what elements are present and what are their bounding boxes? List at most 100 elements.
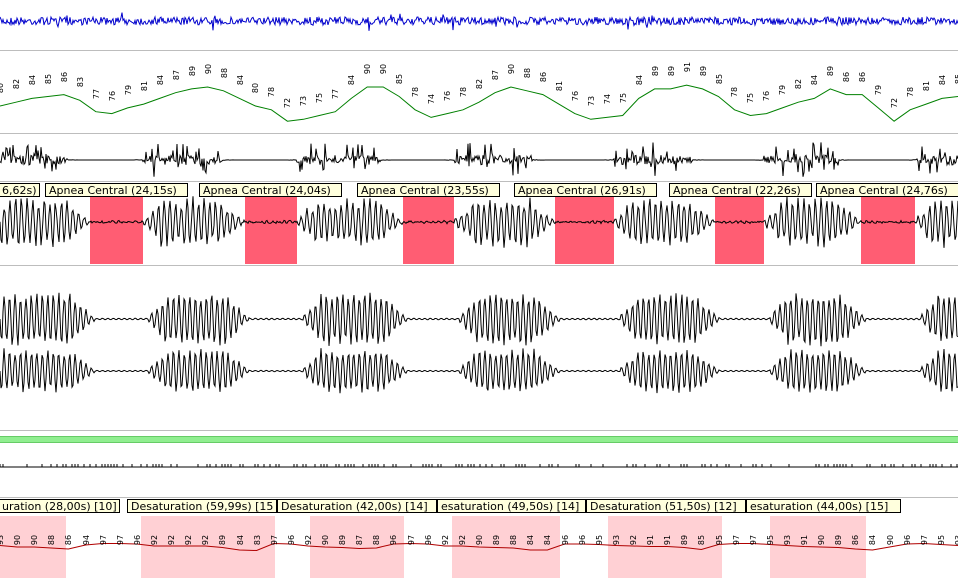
airflow-trace bbox=[0, 196, 958, 248]
apnea-region bbox=[715, 196, 764, 264]
heart-rate-value: 91 bbox=[682, 62, 692, 73]
heart-rate-value: 72 bbox=[890, 98, 900, 109]
spo2-value: 92 bbox=[201, 534, 211, 546]
heart-rate-value: 82 bbox=[12, 79, 22, 90]
heart-rate-value: 75 bbox=[618, 92, 628, 103]
spo2-value: 92 bbox=[167, 534, 177, 546]
heart-rate-value: 86 bbox=[538, 71, 548, 82]
heart-rate-value: 89 bbox=[650, 65, 660, 76]
spo2-value: 86 bbox=[64, 534, 74, 546]
leg-ticks bbox=[0, 464, 958, 467]
spo2-value: 89 bbox=[218, 534, 228, 546]
spo2-value: 95 bbox=[936, 534, 946, 546]
heart-rate-value: 88 bbox=[522, 67, 532, 78]
apnea-label[interactable]: 6,62s) bbox=[0, 183, 40, 197]
desat-label[interactable]: esaturation (44,00s) [15] bbox=[746, 499, 901, 513]
desat-region bbox=[452, 516, 560, 578]
spo2-value: 86 bbox=[851, 534, 861, 546]
spo2-value: 90 bbox=[885, 534, 895, 546]
thorax-trace bbox=[0, 292, 958, 347]
apnea-label[interactable]: Apnea Central (24,15s) bbox=[45, 183, 188, 197]
heart-rate-value: 75 bbox=[315, 92, 325, 103]
heart-rate-value: 89 bbox=[826, 65, 836, 76]
desat-label[interactable]: Desaturation (59,99s) [15 bbox=[127, 499, 277, 513]
snore-trace bbox=[0, 142, 958, 177]
heart-rate-value: 89 bbox=[698, 65, 708, 76]
apnea-label[interactable]: Apnea Central (24,04s) bbox=[199, 183, 342, 197]
spo2-value: 85 bbox=[697, 534, 707, 546]
spo2-value: 96 bbox=[902, 534, 912, 546]
spo2-trace bbox=[0, 542, 958, 552]
channel-separator bbox=[0, 181, 958, 182]
heart-rate-value: 82 bbox=[794, 79, 804, 90]
spo2-value: 96 bbox=[132, 534, 142, 546]
heart-rate-value: 78 bbox=[730, 86, 740, 97]
heart-rate-value: 86 bbox=[842, 71, 852, 82]
desat-region bbox=[141, 516, 275, 578]
spo2-value: 97 bbox=[406, 534, 416, 546]
apnea-label[interactable]: Apnea Central (26,91s) bbox=[514, 183, 657, 197]
desat-label[interactable]: Desaturation (42,00s) [14] bbox=[277, 499, 437, 513]
heart-rate-value: 80 bbox=[0, 82, 6, 94]
heart-rate-trace bbox=[0, 84, 958, 122]
heart-rate-value: 87 bbox=[171, 69, 181, 80]
spo2-value: 87 bbox=[355, 534, 365, 546]
heart-rate-value: 77 bbox=[331, 88, 341, 99]
apnea-label[interactable]: Apnea Central (24,76s) bbox=[816, 183, 958, 197]
spo2-value: 95 bbox=[714, 534, 724, 546]
heart-rate-value: 84 bbox=[347, 75, 357, 86]
heart-rate-value: 76 bbox=[443, 90, 453, 101]
heart-rate-value: 79 bbox=[874, 84, 884, 95]
heart-rate-value: 78 bbox=[906, 86, 916, 97]
channel-separator bbox=[0, 265, 958, 266]
heart-rate-value: 72 bbox=[283, 98, 293, 109]
heart-rate-value: 89 bbox=[187, 65, 197, 76]
spo2-value: 88 bbox=[47, 534, 57, 546]
spo2-value: 93 bbox=[783, 534, 793, 546]
spo2-value: 84 bbox=[526, 534, 536, 546]
heart-rate-value: 85 bbox=[43, 73, 53, 84]
heart-rate-value: 90 bbox=[507, 63, 517, 75]
spo2-value: 97 bbox=[269, 534, 279, 546]
spo2-value: 96 bbox=[286, 534, 296, 546]
spo2-value: 88 bbox=[372, 534, 382, 546]
spo2-value: 84 bbox=[235, 534, 245, 546]
heart-rate-value: 86 bbox=[59, 71, 69, 82]
heart-rate-value: 79 bbox=[123, 84, 133, 95]
heart-rate-value: 78 bbox=[459, 86, 469, 97]
spo2-value: 91 bbox=[663, 534, 673, 546]
spo2-value: 89 bbox=[680, 534, 690, 546]
heart-rate-value: 86 bbox=[858, 71, 868, 82]
spo2-value: 93 bbox=[0, 534, 6, 546]
heart-rate-value: 80 bbox=[251, 82, 261, 94]
apnea-region bbox=[245, 196, 297, 264]
heart-rate-value: 85 bbox=[714, 73, 724, 84]
spo2-value: 94 bbox=[81, 534, 91, 546]
heart-rate-value: 77 bbox=[91, 88, 101, 99]
heart-rate-value: 84 bbox=[938, 75, 948, 86]
desat-label[interactable]: uration (28,00s) [10] bbox=[0, 499, 120, 513]
heart-rate-value: 74 bbox=[602, 94, 612, 105]
heart-rate-value: 84 bbox=[28, 75, 38, 86]
spo2-value: 90 bbox=[13, 534, 23, 546]
apnea-label[interactable]: Apnea Central (23,55s) bbox=[357, 183, 500, 197]
spo2-value: 90 bbox=[321, 534, 331, 546]
heart-rate-value: 76 bbox=[570, 90, 580, 101]
channel-separator bbox=[0, 50, 958, 51]
spo2-value: 90 bbox=[30, 534, 40, 546]
spo2-value: 92 bbox=[629, 534, 639, 546]
spo2-value: 97 bbox=[748, 534, 758, 546]
heart-rate-value: 88 bbox=[219, 67, 229, 78]
spo2-value: 90 bbox=[475, 534, 485, 546]
spo2-value: 89 bbox=[834, 534, 844, 546]
heart-rate-value: 84 bbox=[634, 75, 644, 86]
apnea-region bbox=[90, 196, 143, 264]
heart-rate-value: 81 bbox=[922, 81, 932, 92]
apnea-region bbox=[861, 196, 915, 264]
spo2-value: 96 bbox=[389, 534, 399, 546]
desat-label[interactable]: esaturation (49,50s) [14] bbox=[437, 499, 586, 513]
heart-rate-value: 87 bbox=[491, 69, 501, 80]
desat-label[interactable]: Desaturation (51,50s) [12] bbox=[586, 499, 746, 513]
apnea-label[interactable]: Apnea Central (22,26s) bbox=[669, 183, 812, 197]
